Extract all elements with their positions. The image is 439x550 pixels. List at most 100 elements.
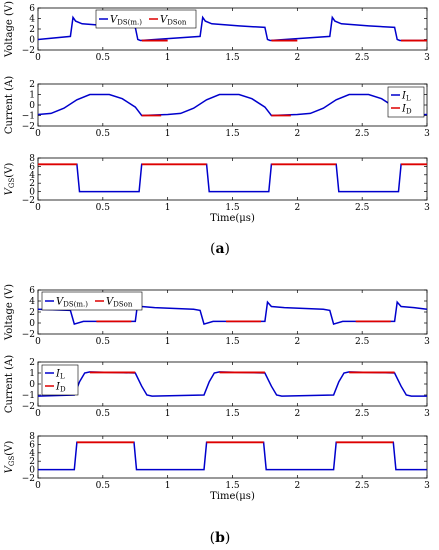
y-tick-label: 0 <box>29 188 35 198</box>
y-tick-label: 4 <box>29 297 35 307</box>
x-tick-label: 2 <box>294 53 300 63</box>
y-tick-label: 2 <box>29 25 35 35</box>
x-tick-label: 1.5 <box>225 481 240 491</box>
y-tick-label: 8 <box>29 154 35 164</box>
x-tick-label: 0.5 <box>96 337 111 347</box>
x-tick-label: 0.5 <box>96 53 111 63</box>
x-tick-label: 1.5 <box>225 53 240 63</box>
legend-label: IL <box>401 91 411 103</box>
x-tick-label: 1.5 <box>225 203 240 213</box>
y-axis-label: Current (A) <box>4 76 15 134</box>
series-line-0 <box>37 371 427 397</box>
x-tick-label: 1 <box>165 53 171 63</box>
x-tick-label: 2 <box>294 203 300 213</box>
y-tick-label: 1 <box>29 369 35 379</box>
y-tick-label: 6 <box>29 286 35 296</box>
series-line-0 <box>38 441 427 471</box>
y-tick-label: 0 <box>29 36 35 46</box>
y-tick-label: −2 <box>22 196 35 206</box>
y-tick-label: −1 <box>22 391 35 401</box>
y-tick-label: 1 <box>29 91 35 101</box>
x-tick-label: 1.5 <box>225 337 240 347</box>
x-tick-label: 1.5 <box>225 129 240 139</box>
x-tick-label: 3 <box>424 337 430 347</box>
x-tick-label: 0.5 <box>96 481 111 491</box>
x-axis-label: Time(μs) <box>210 491 255 502</box>
x-tick-label: 1.5 <box>225 409 240 419</box>
x-axis-label: Time(μs) <box>210 213 255 224</box>
x-tick-label: 2.5 <box>355 203 370 213</box>
legend: VDS(m.) VDSon <box>41 291 143 311</box>
y-axis-label: Voltage (V) <box>4 1 15 58</box>
legend-label: ID <box>55 382 66 394</box>
x-tick-label: 0.5 <box>96 409 111 419</box>
series-line-0 <box>37 15 427 42</box>
y-tick-label: −1 <box>22 112 35 122</box>
x-tick-label: 1 <box>165 481 171 491</box>
y-axis-label: Current (A) <box>4 355 15 413</box>
y-tick-label: 4 <box>29 15 35 25</box>
y-axis-label: VGS(V) <box>4 163 16 196</box>
y-tick-label: 4 <box>29 449 35 459</box>
y-tick-label: 2 <box>29 308 35 318</box>
y-tick-label: 0 <box>29 319 35 329</box>
caption-a-letter: a <box>215 241 224 257</box>
x-tick-label: 2 <box>294 337 300 347</box>
x-tick-label: 2.5 <box>355 409 370 419</box>
y-tick-label: 6 <box>29 4 35 14</box>
y-axis-label: Voltage (V) <box>4 284 15 341</box>
y-tick-label: 6 <box>29 440 35 450</box>
y-axis-label: VGS(V) <box>4 441 16 474</box>
x-tick-label: 3 <box>424 53 430 63</box>
x-tick-label: 2.5 <box>355 337 370 347</box>
axes-frame <box>37 83 428 127</box>
y-tick-label: −2 <box>22 46 35 56</box>
legend-box <box>95 9 197 29</box>
x-tick-label: 2.5 <box>355 53 370 63</box>
x-tick-label: 0.5 <box>96 129 111 139</box>
x-tick-label: 0.5 <box>96 203 111 213</box>
y-tick-label: 0 <box>29 466 35 476</box>
y-tick-label: −2 <box>22 402 35 412</box>
series-line-0 <box>37 93 428 117</box>
x-tick-label: 2.5 <box>355 129 370 139</box>
legend-box <box>41 364 79 396</box>
legend-label: VDSon <box>106 297 133 309</box>
legend: VDS(m.) VDSon <box>95 9 197 29</box>
caption-b-letter: b <box>215 530 225 546</box>
y-tick-label: 6 <box>29 162 35 172</box>
x-tick-label: 3 <box>424 481 430 491</box>
x-tick-label: 1 <box>165 337 171 347</box>
y-tick-label: −2 <box>22 122 35 132</box>
x-tick-label: 0 <box>35 53 41 63</box>
x-tick-label: 0 <box>35 203 41 213</box>
y-tick-label: −2 <box>22 474 35 484</box>
y-tick-label: 2 <box>29 179 35 189</box>
caption-a: (a) <box>210 241 230 257</box>
legend-box <box>387 86 425 118</box>
axes-frame <box>37 157 428 201</box>
x-tick-label: 1 <box>165 203 171 213</box>
x-tick-label: 1 <box>165 129 171 139</box>
x-tick-label: 0 <box>35 409 41 419</box>
x-tick-label: 2 <box>294 409 300 419</box>
series-line-0 <box>38 163 427 193</box>
legend-label: VDSon <box>160 15 187 27</box>
y-tick-label: 0 <box>29 380 35 390</box>
legend-label: VDS(m.) <box>56 297 88 309</box>
x-tick-label: 2 <box>294 129 300 139</box>
x-tick-label: 3 <box>424 129 430 139</box>
x-tick-label: 0 <box>35 337 41 347</box>
caption-b: (b) <box>210 530 231 546</box>
y-tick-label: −2 <box>22 330 35 340</box>
y-tick-label: 2 <box>29 80 35 90</box>
